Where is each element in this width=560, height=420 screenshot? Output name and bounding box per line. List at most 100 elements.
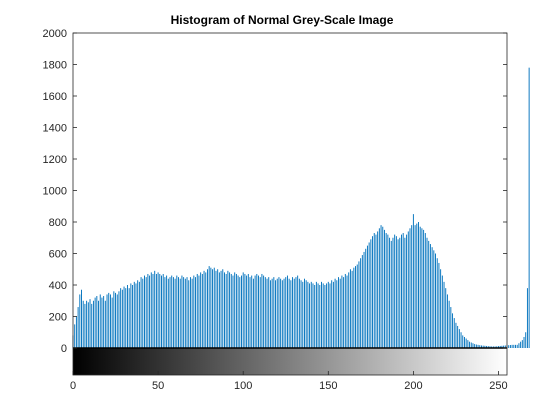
histogram-bar [515, 344, 516, 348]
histogram-bar [418, 222, 419, 348]
histogram-bar [457, 325, 459, 348]
histogram-bar [448, 300, 450, 348]
y-tick-label: 0 [61, 343, 67, 355]
histogram-bar [441, 275, 443, 348]
y-tick-label: 1400 [43, 123, 67, 135]
histogram-bar [121, 289, 123, 348]
histogram-bar [145, 277, 147, 349]
histogram-bar [452, 313, 454, 348]
histogram-bar [142, 278, 144, 348]
y-tick-label: 2000 [43, 28, 67, 40]
histogram-bar [516, 344, 518, 348]
histogram-bar [348, 272, 350, 348]
y-tick-label: 800 [49, 217, 67, 229]
histogram-bar [276, 278, 278, 348]
histogram-bar [479, 345, 481, 348]
histogram-bar [79, 294, 81, 348]
histogram-bar [278, 277, 280, 349]
histogram-bar [304, 278, 305, 348]
histogram-bar [343, 277, 345, 349]
histogram-bar [377, 231, 379, 348]
histogram-bar [94, 297, 96, 348]
histogram-bar [218, 272, 220, 348]
histogram-bar [397, 239, 399, 348]
histogram-bar [475, 344, 477, 348]
histogram-bar [206, 269, 208, 348]
histogram-bar [501, 345, 503, 348]
histogram-bar [266, 278, 268, 348]
histogram-bar [482, 345, 484, 348]
histogram-bar [409, 228, 411, 348]
histogram-bar [191, 278, 193, 348]
x-tick-label: 250 [489, 380, 507, 392]
histogram-bar [101, 297, 103, 348]
histogram-bar [109, 294, 111, 348]
histogram-bar [411, 225, 413, 348]
histogram-bar [181, 275, 183, 348]
y-tick-label: 200 [49, 312, 67, 324]
histogram-bar [407, 231, 409, 348]
histogram-bar [378, 228, 380, 348]
histogram-bar [247, 273, 249, 348]
histogram-bar [290, 280, 292, 348]
histogram-bar [416, 223, 418, 348]
histogram-bar [470, 342, 472, 348]
histogram-bar [423, 229, 425, 349]
histogram-bar [380, 225, 382, 348]
histogram-bar [271, 278, 273, 348]
histogram-bar [334, 278, 336, 348]
histogram-bar [152, 273, 154, 348]
histogram-bar [138, 281, 140, 348]
histogram-bar [365, 248, 367, 348]
histogram-bar [232, 275, 234, 348]
histogram-bar [155, 273, 157, 348]
histogram-bar [518, 343, 520, 348]
histogram-bar [229, 272, 231, 348]
x-tick-label: 0 [70, 380, 76, 392]
x-axis-ticks: 0 50 100 150 200 250 [70, 371, 508, 392]
histogram-bar [317, 283, 319, 348]
histogram-bar [492, 346, 494, 348]
histogram-bar [496, 346, 498, 348]
histogram-bar [390, 240, 392, 348]
histogram-bar [261, 273, 263, 348]
histogram-bar [419, 226, 421, 348]
histogram-bar [526, 288, 528, 348]
y-tick-label: 1200 [43, 154, 67, 166]
histogram-bar [188, 280, 190, 348]
histogram-bar [189, 277, 191, 349]
histogram-bar [86, 300, 88, 348]
histogram-bar [486, 345, 488, 348]
histogram-bar [140, 277, 142, 349]
histogram-bar [481, 345, 482, 348]
histogram-bar [406, 234, 408, 348]
histogram-bar [263, 275, 265, 348]
histogram-bar [230, 273, 232, 348]
histogram-bar [513, 344, 515, 348]
histogram-bar [115, 292, 117, 349]
histogram-bar [436, 258, 438, 348]
histogram-bar [360, 258, 362, 348]
histogram-bar [469, 341, 471, 348]
histogram-bar [167, 278, 169, 348]
x-tick-label: 150 [319, 380, 337, 392]
histogram-bar [455, 322, 457, 348]
histogram-bar [103, 296, 105, 348]
histogram-bar [212, 269, 214, 348]
histogram-bar [295, 277, 297, 349]
histogram-bar [300, 280, 302, 348]
histogram-bar [174, 278, 176, 348]
histogram-bar [305, 280, 307, 348]
histogram-bar [74, 324, 76, 349]
histogram-bar [246, 275, 248, 348]
y-tick-label: 400 [49, 280, 67, 292]
histogram-bar [99, 294, 101, 348]
histogram-bar [172, 277, 174, 349]
histogram-bar [315, 281, 317, 348]
histogram-bar [268, 277, 270, 349]
histogram-bar [401, 234, 402, 348]
y-tick-label: 1800 [43, 60, 67, 72]
histogram-bar [193, 275, 195, 348]
histogram-bar [498, 346, 499, 348]
